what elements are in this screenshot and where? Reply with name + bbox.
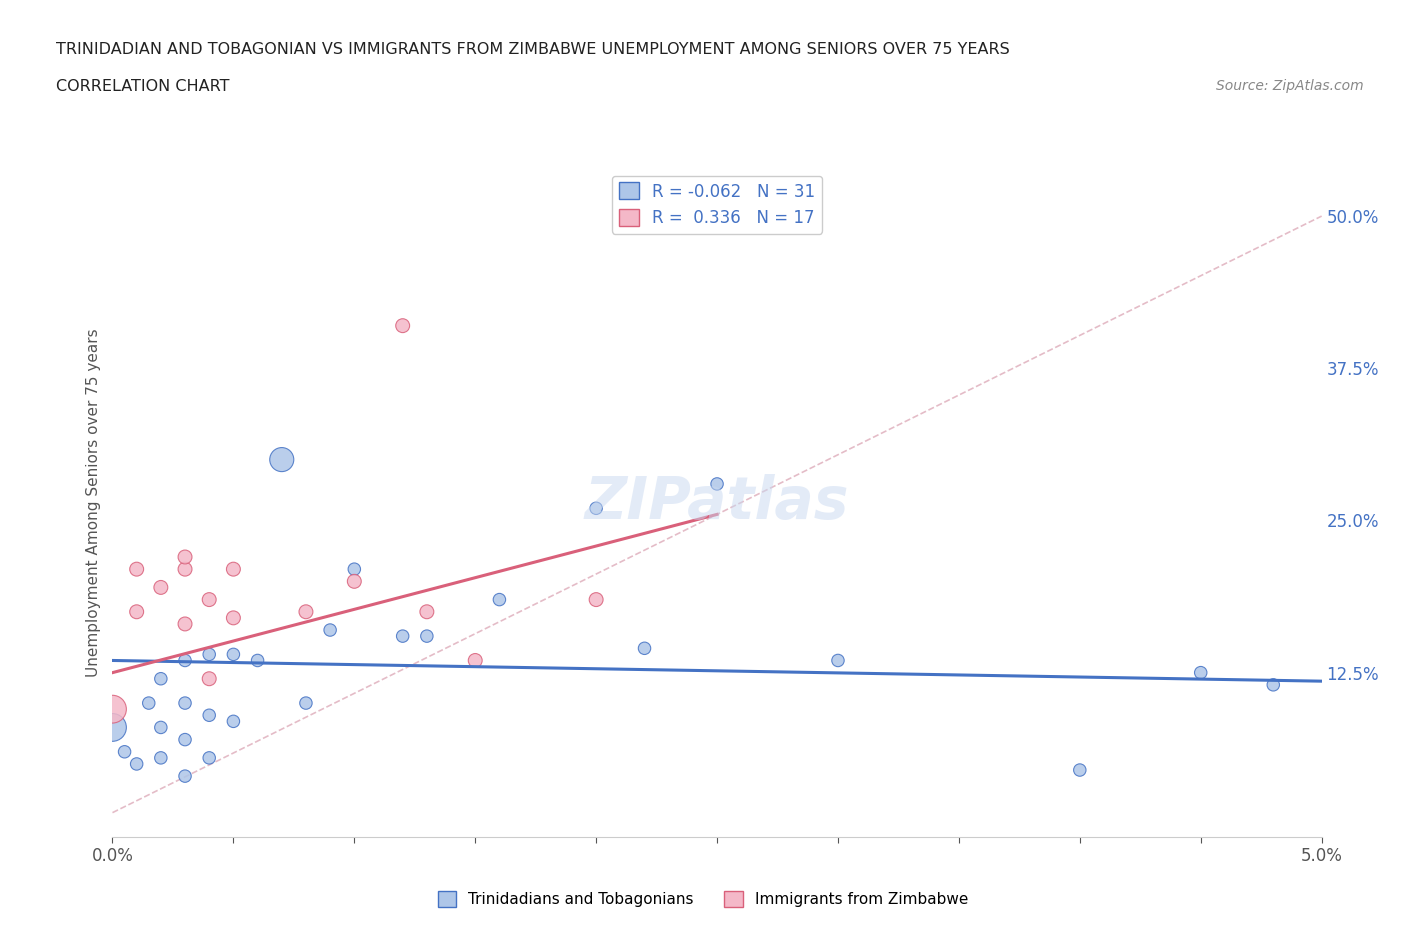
Point [174,769,197,784]
Point [706,476,728,491]
Point [464,653,486,668]
Text: Source: ZipAtlas.com: Source: ZipAtlas.com [1216,79,1364,93]
Point [827,653,849,668]
Point [125,756,148,771]
Point [488,592,510,607]
Y-axis label: Unemployment Among Seniors over 75 years: Unemployment Among Seniors over 75 years [86,328,101,676]
Point [295,696,318,711]
Point [149,580,172,595]
Point [138,696,160,711]
Point [416,604,439,619]
Point [174,617,197,631]
Point [149,751,172,765]
Point [174,696,197,711]
Point [198,592,221,607]
Legend: Trinidadians and Tobagonians, Immigrants from Zimbabwe: Trinidadians and Tobagonians, Immigrants… [432,884,974,913]
Point [101,720,124,735]
Point [391,629,413,644]
Point [149,720,172,735]
Text: TRINIDADIAN AND TOBAGONIAN VS IMMIGRANTS FROM ZIMBABWE UNEMPLOYMENT AMONG SENIOR: TRINIDADIAN AND TOBAGONIAN VS IMMIGRANTS… [56,42,1010,57]
Point [270,452,292,467]
Point [174,653,197,668]
Point [101,702,124,717]
Point [114,744,136,759]
Point [633,641,655,656]
Point [319,622,342,637]
Legend: R = -0.062   N = 31, R =  0.336   N = 17: R = -0.062 N = 31, R = 0.336 N = 17 [612,176,823,233]
Text: ZIPatlas: ZIPatlas [585,473,849,531]
Point [149,671,172,686]
Point [416,629,439,644]
Point [1263,677,1285,692]
Point [295,604,318,619]
Point [343,562,366,577]
Point [222,610,245,625]
Point [585,592,607,607]
Point [198,751,221,765]
Text: CORRELATION CHART: CORRELATION CHART [56,79,229,94]
Point [198,708,221,723]
Point [222,647,245,662]
Point [125,604,148,619]
Point [198,647,221,662]
Point [222,562,245,577]
Point [1189,665,1212,680]
Point [174,550,197,565]
Point [1069,763,1091,777]
Point [246,653,269,668]
Point [125,562,148,577]
Point [174,562,197,577]
Point [198,671,221,686]
Point [174,732,197,747]
Point [222,714,245,729]
Point [391,318,413,333]
Point [585,501,607,516]
Point [343,574,366,589]
